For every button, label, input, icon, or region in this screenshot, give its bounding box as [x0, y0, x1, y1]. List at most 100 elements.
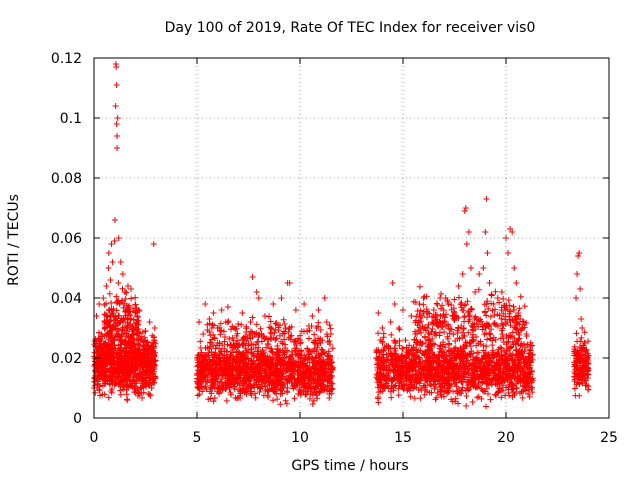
data-point: [573, 330, 580, 337]
data-point: [134, 345, 141, 352]
data-point: [124, 397, 131, 404]
data-point: [329, 345, 336, 352]
data-point: [311, 331, 318, 338]
data-point: [126, 322, 133, 329]
data-point: [243, 328, 250, 335]
chart-title: Day 100 of 2019, Rate Of TEC Index for r…: [165, 20, 536, 36]
data-point: [282, 397, 289, 404]
grid-lines: [94, 58, 609, 418]
data-point: [120, 318, 127, 325]
data-point: [253, 321, 260, 328]
data-point: [441, 329, 448, 336]
data-point: [277, 401, 284, 408]
data-point: [112, 345, 119, 352]
data-point: [268, 335, 275, 342]
data-point: [310, 397, 317, 404]
data-point: [134, 319, 141, 326]
data-point: [106, 290, 113, 297]
data-point: [407, 393, 414, 400]
data-point: [116, 336, 123, 343]
data-point: [283, 400, 290, 407]
data-point: [396, 326, 403, 333]
data-point: [420, 301, 427, 308]
x-tick-label: 0: [90, 430, 99, 446]
data-point: [115, 319, 122, 326]
data-point: [139, 394, 146, 401]
x-tick-label: 5: [193, 430, 202, 446]
data-point: [130, 305, 137, 312]
data-point: [104, 330, 111, 337]
data-point: [113, 121, 120, 127]
data-point: [577, 286, 584, 292]
data-point: [481, 308, 488, 315]
data-point: [117, 383, 124, 390]
data-point: [144, 339, 151, 346]
data-point: [194, 392, 201, 399]
data-point: [107, 327, 114, 334]
data-point: [416, 283, 423, 290]
data-point: [102, 372, 109, 379]
data-point: [119, 369, 126, 376]
data-point: [498, 289, 505, 295]
data-point: [146, 368, 153, 375]
data-point: [483, 196, 490, 202]
data-point: [102, 367, 109, 374]
data-point: [253, 289, 260, 295]
x-tick-label: 10: [291, 430, 309, 446]
data-point: [111, 362, 118, 369]
data-point: [127, 377, 134, 384]
data-point: [483, 330, 490, 337]
data-point: [108, 338, 115, 345]
data-point: [211, 395, 218, 402]
data-point: [574, 271, 581, 277]
data-point: [122, 295, 129, 302]
data-point: [309, 400, 316, 407]
data-point: [124, 376, 131, 383]
data-point: [102, 311, 109, 318]
data-point: [463, 392, 470, 399]
data-point: [96, 354, 103, 361]
data-point: [228, 326, 235, 333]
data-point: [123, 289, 130, 296]
data-point: [235, 320, 242, 327]
data-point: [139, 329, 146, 336]
data-point: [152, 357, 159, 364]
y-tick-label: 0: [73, 411, 82, 427]
data-point: [513, 280, 520, 286]
data-point: [379, 325, 386, 331]
data-point: [578, 316, 585, 322]
y-tick-label: 0.04: [51, 291, 82, 307]
data-point: [321, 295, 328, 301]
data-point: [114, 360, 121, 367]
data-point: [96, 301, 103, 307]
data-point: [492, 288, 499, 295]
data-point: [484, 250, 491, 256]
data-point: [450, 331, 457, 338]
x-tick-label: 25: [600, 430, 618, 446]
data-point: [129, 331, 136, 338]
data-point: [574, 338, 581, 345]
data-point: [274, 343, 281, 349]
data-point: [374, 395, 381, 402]
data-point: [127, 334, 134, 341]
data-point: [112, 217, 119, 223]
data-point: [309, 313, 316, 319]
data-point: [395, 325, 402, 331]
data-point: [116, 366, 123, 373]
data-point: [141, 350, 148, 357]
data-point: [281, 320, 288, 327]
data-point: [92, 389, 99, 396]
data-point: [123, 373, 130, 380]
data-point: [278, 295, 285, 301]
data-point: [455, 283, 462, 289]
data-point: [117, 387, 124, 394]
data-point: [196, 319, 203, 325]
data-point: [113, 82, 120, 88]
x-axis-label: GPS time / hours: [291, 458, 408, 474]
data-point: [108, 299, 115, 306]
data-point: [210, 398, 217, 405]
data-point: [576, 250, 583, 256]
data-point: [108, 241, 115, 247]
data-point: [109, 386, 116, 393]
data-point: [280, 316, 287, 323]
